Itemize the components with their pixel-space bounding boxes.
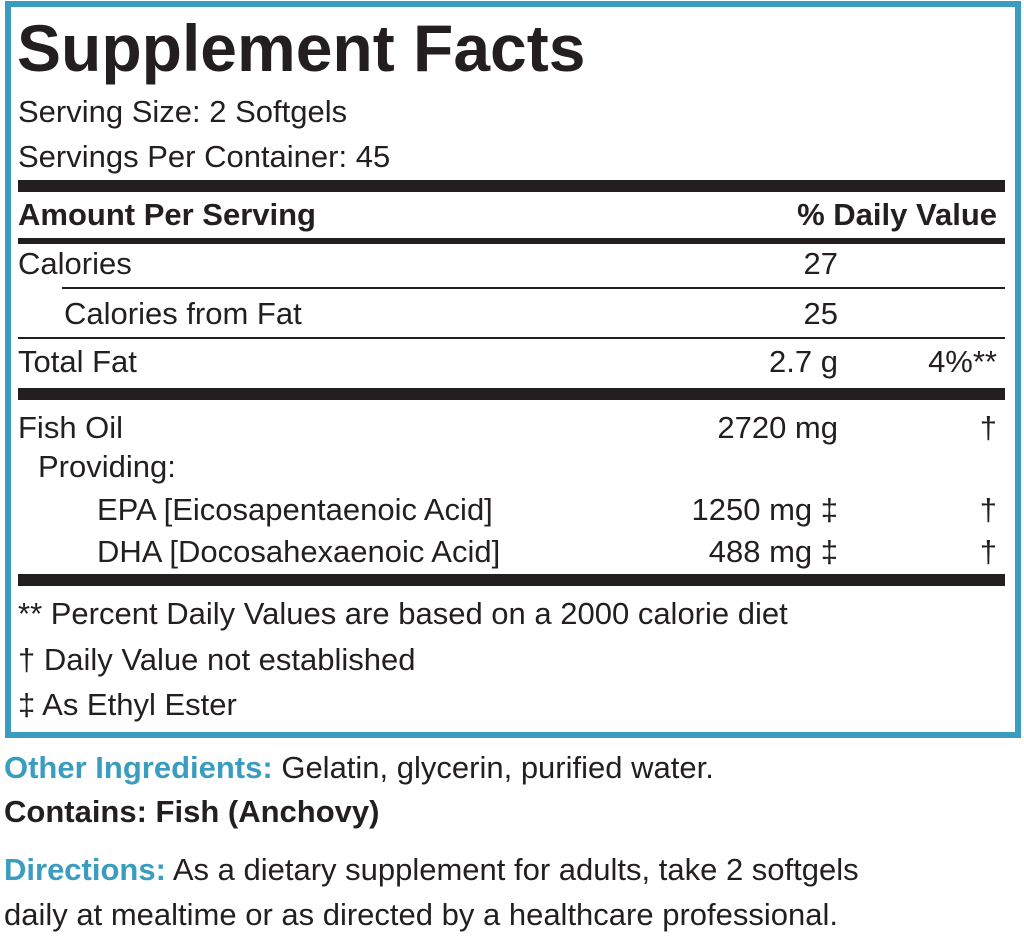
- thick-rule: [18, 388, 1005, 400]
- column-header: Amount Per Serving: [18, 197, 316, 232]
- row-daily-value: 4%**: [928, 344, 997, 379]
- directions: Directions: As a dietary supplement for …: [4, 852, 859, 888]
- directions-text: As a dietary supplement for adults, take…: [172, 852, 859, 887]
- contains: Contains: Fish (Anchovy): [4, 794, 380, 829]
- row-daily-value: †: [979, 492, 997, 527]
- directions-text: daily at mealtime or as directed by a he…: [4, 897, 838, 932]
- column-header: % Daily Value: [797, 197, 997, 232]
- row-name: DHA [Docosahexaenoic Acid]: [97, 534, 501, 569]
- thick-rule: [18, 574, 1005, 586]
- row-amount: 1250 mg ‡: [691, 492, 839, 527]
- row-name: Providing:: [38, 449, 176, 484]
- row-name: Total Fat: [18, 344, 137, 379]
- row-amount: 488 mg ‡: [708, 534, 838, 569]
- thick-rule: [18, 180, 1005, 192]
- facts-border: [5, 1, 1021, 738]
- row-daily-value: †: [979, 410, 997, 445]
- row-name: EPA [Eicosapentaenoic Acid]: [97, 492, 493, 527]
- other-ingredients-label: Other Ingredients:: [4, 750, 273, 785]
- directions-label: Directions:: [4, 852, 166, 887]
- footnote: † Daily Value not established: [18, 642, 416, 677]
- thin-rule: [62, 287, 1005, 289]
- servings-per-container: Servings Per Container: 45: [18, 139, 391, 174]
- footnote: ‡ As Ethyl Ester: [18, 687, 237, 722]
- serving-size: Serving Size: 2 Softgels: [18, 94, 348, 129]
- footnote: ** Percent Daily Values are based on a 2…: [18, 596, 788, 631]
- row-name: Calories: [18, 246, 132, 281]
- row-amount: 25: [803, 296, 838, 331]
- row-name: Calories from Fat: [64, 296, 302, 331]
- other-ingredients-text: Gelatin, glycerin, purified water.: [281, 750, 714, 785]
- row-amount: 2720 mg: [717, 410, 838, 445]
- row-name: Fish Oil: [18, 410, 124, 445]
- other-ingredients: Other Ingredients: Gelatin, glycerin, pu…: [4, 750, 714, 786]
- row-amount: 2.7 g: [769, 344, 838, 379]
- title: Supplement Facts: [17, 11, 586, 85]
- row-amount: 27: [803, 246, 838, 281]
- rule: [18, 238, 1005, 244]
- row-daily-value: †: [979, 534, 997, 569]
- thin-rule: [18, 337, 1005, 339]
